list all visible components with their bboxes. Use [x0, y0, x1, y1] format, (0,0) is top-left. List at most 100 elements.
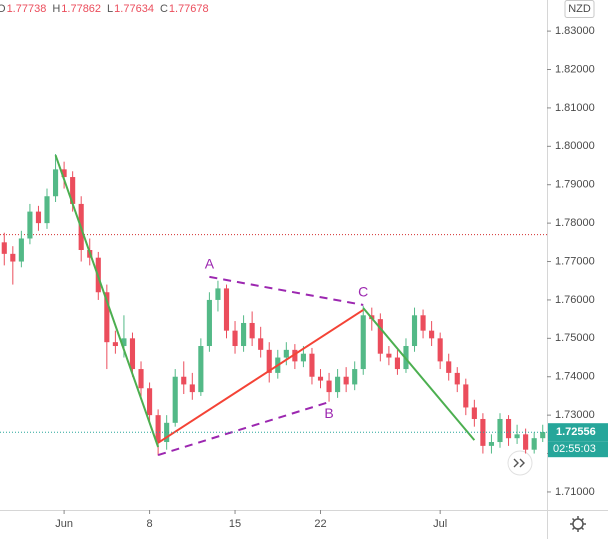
candle-body [18, 238, 24, 262]
candle-body [189, 384, 195, 393]
trend-line [209, 275, 364, 306]
candle-body [198, 346, 204, 393]
candle-body [138, 369, 144, 389]
candle-body [283, 349, 289, 358]
candle-body [437, 338, 443, 362]
scroll-circle[interactable] [507, 450, 533, 476]
candle-body [164, 422, 170, 443]
y-tick-label: 1.77000 [555, 255, 595, 267]
candle-body [523, 434, 529, 450]
candle-body [206, 299, 212, 347]
trend-line [157, 401, 330, 457]
ohlc-label: H [52, 3, 60, 15]
candle-body [61, 169, 67, 178]
y-tick-label: 1.73000 [555, 409, 595, 421]
candle-body [27, 211, 33, 239]
ohlc-label: O [0, 3, 6, 15]
candle-body [343, 376, 349, 385]
y-tick-label: 1.82000 [555, 63, 595, 75]
candle-body [471, 407, 477, 419]
y-tick-label: 1.78000 [555, 217, 595, 229]
y-tick-label: 1.80000 [555, 140, 595, 152]
candle-body [249, 322, 255, 339]
candle-body [352, 369, 358, 385]
currency[interactable]: NZD [568, 3, 591, 15]
candle-body [232, 330, 238, 347]
candle-body [172, 376, 178, 423]
candle-body [10, 253, 16, 262]
y-tick-label: 1.81000 [555, 102, 595, 114]
candle-body [52, 169, 59, 197]
x-tick-label: 22 [314, 518, 326, 530]
pattern-label: B [324, 405, 333, 421]
candle-body [531, 438, 537, 450]
candle-body [394, 357, 400, 370]
candle-body [480, 418, 486, 446]
candle-body [266, 349, 272, 373]
candle-body [70, 177, 76, 204]
currency-box[interactable] [564, 0, 595, 18]
candle-body [326, 380, 332, 393]
candle-body [411, 315, 418, 347]
candle-body [35, 211, 42, 224]
candle-body [463, 384, 469, 408]
candle-body [44, 196, 50, 224]
x-tick-label: 15 [229, 518, 241, 530]
candle-body [386, 353, 392, 358]
candle-body [223, 288, 230, 331]
scroll-button[interactable] [507, 450, 533, 476]
candle-body [488, 442, 495, 446]
candle-body [112, 342, 118, 347]
ohlc-label: L [107, 3, 113, 15]
pattern-label: A [205, 256, 215, 272]
candle-body [446, 361, 452, 373]
candle-body [309, 353, 315, 377]
candle-body [497, 418, 503, 443]
gear-teeth[interactable] [570, 516, 586, 532]
x-tick-label: Jun [55, 518, 73, 530]
candle-body [505, 418, 512, 439]
settings-button[interactable] [570, 516, 586, 532]
candle-body [215, 288, 221, 300]
y-tick-label: 1.71000 [555, 486, 595, 498]
candle-body [454, 372, 460, 385]
ohlc-value: 1.77862 [61, 3, 101, 15]
candle-body [147, 388, 153, 416]
y-tick-label: 1.75000 [555, 332, 595, 344]
candle-body [258, 338, 264, 350]
ohlc-value: 1.77634 [114, 3, 154, 15]
candle-body [300, 353, 306, 362]
candle-body [121, 338, 127, 347]
candle-body [360, 315, 366, 370]
countdown: 02:55:03 [553, 443, 596, 455]
ohlc-value: 1.77738 [7, 3, 47, 15]
candle-body [335, 376, 341, 393]
candle-body [420, 315, 426, 331]
countdown-box [548, 441, 608, 458]
ohlc-value: 1.77678 [169, 3, 209, 15]
y-tick-label: 1.79000 [555, 179, 595, 191]
candle-body [1, 242, 7, 254]
candle-body [155, 415, 161, 443]
candle-body [292, 349, 298, 362]
candle-body [181, 376, 187, 385]
last-price: 1.72556 [556, 426, 596, 438]
y-tick-label: 1.76000 [555, 294, 595, 306]
candle-body [129, 338, 136, 370]
scroll-icon[interactable] [513, 458, 525, 468]
x-tick-label: Jul [433, 518, 447, 530]
y-tick-label: 1.83000 [555, 25, 595, 37]
trend-line [157, 309, 364, 444]
y-tick-label: 1.74000 [555, 371, 595, 383]
currency-badge[interactable]: NZD [564, 0, 595, 18]
trend-line [54, 154, 160, 448]
x-tick-label: 8 [147, 518, 153, 530]
candle-body [514, 434, 520, 439]
trend-line [362, 307, 476, 441]
candle-body [377, 319, 383, 354]
last-price-box [548, 423, 608, 442]
candle-body [104, 292, 110, 343]
candle-body [540, 432, 546, 439]
ohlc-label: C [160, 3, 168, 15]
